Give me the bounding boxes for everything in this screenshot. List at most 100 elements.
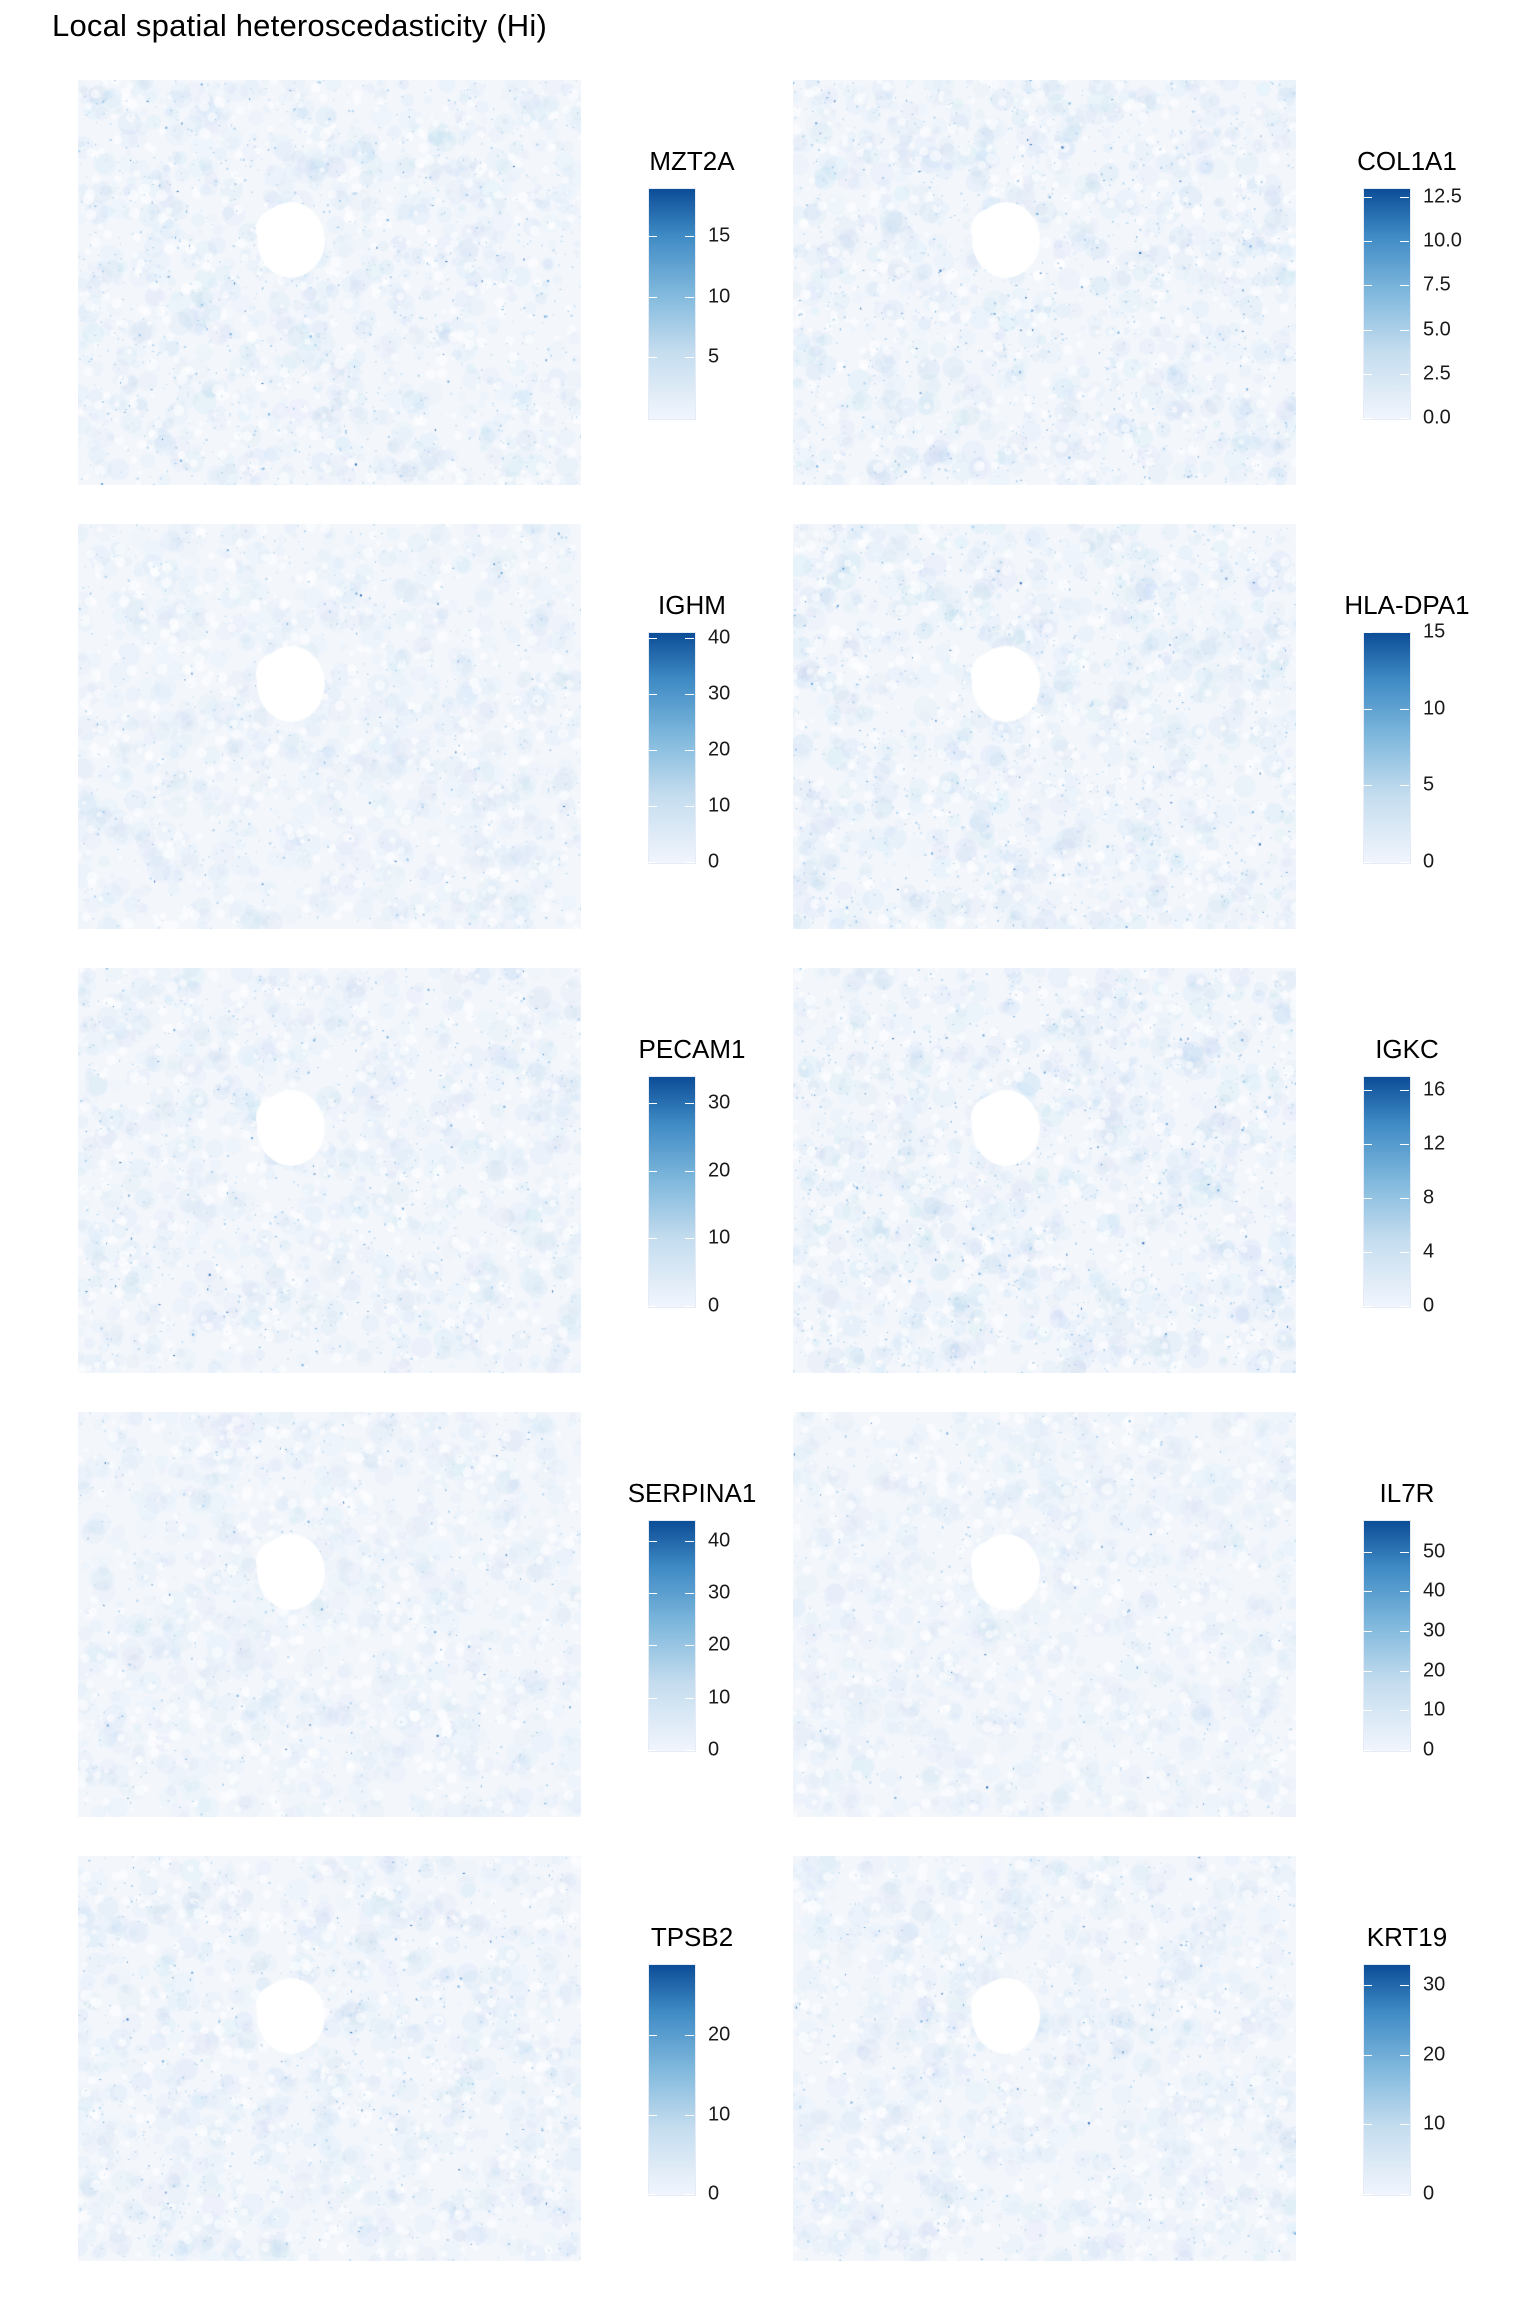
colorbar-tick	[648, 1697, 657, 1699]
colorbar-tick-label: 20	[708, 2023, 731, 2046]
colorbar-tick	[1400, 241, 1409, 243]
colorbar-tick	[1400, 1089, 1409, 1091]
colorbar-tick	[1400, 862, 1409, 863]
colorbar-tick	[648, 693, 657, 695]
colorbar-tick-label: 0	[708, 1738, 720, 1761]
colorbar-tick-label: 20	[1423, 1659, 1446, 1682]
colorbar-tick	[1363, 1143, 1372, 1145]
colorbar-tick	[1363, 1984, 1372, 1986]
colorbar-tick-label: 30	[1423, 1973, 1446, 1996]
colorbar-tick-label: 10	[708, 285, 731, 308]
colorbar	[1363, 632, 1411, 864]
colorbar-tick	[685, 862, 694, 863]
colorbar-tick	[1363, 329, 1372, 331]
colorbar-tick	[1363, 1670, 1372, 1672]
spatial-map	[78, 968, 581, 1373]
colorbar-tick	[685, 1593, 694, 1595]
colorbar-tick	[1363, 196, 1372, 198]
colorbar-tick	[685, 749, 694, 751]
colorbar-tick-label: 0	[1423, 2182, 1435, 2205]
colorbar	[1363, 1520, 1411, 1752]
spatial-map-canvas	[78, 1412, 581, 1817]
colorbar-tick-label: 5	[1423, 773, 1435, 796]
legend-title: KRT19	[1366, 1922, 1448, 1952]
colorbar-tick	[685, 2035, 694, 2037]
colorbar-tick-label: 0	[1423, 1738, 1435, 1761]
colorbar-tick	[1400, 1251, 1409, 1253]
colorbar-tick	[685, 2114, 694, 2116]
colorbar-tick-label: 10	[1423, 697, 1446, 720]
spatial-map-canvas	[78, 968, 581, 1373]
legend-title: IGKC	[1375, 1034, 1439, 1064]
colorbar-tick-label: 10	[1423, 1698, 1446, 1721]
colorbar-tick	[1363, 2054, 1372, 2056]
colorbar-tick	[685, 693, 694, 695]
colorbar-tick-label: 10	[708, 2103, 731, 2126]
colorbar-tick	[685, 1170, 694, 1172]
colorbar-tick	[1400, 1710, 1409, 1712]
legend-title: TPSB2	[650, 1922, 734, 1952]
colorbar-tick	[1363, 241, 1372, 243]
spatial-map	[78, 524, 581, 929]
colorbar-tick	[1400, 708, 1409, 710]
colorbar-tick	[1400, 373, 1409, 375]
colorbar-tick-label: 4	[1423, 1240, 1435, 1263]
colorbar-tick-label: 0	[1423, 850, 1435, 873]
colorbar	[1363, 1076, 1411, 1308]
colorbar-tick	[1400, 1143, 1409, 1145]
colorbar-tick	[1363, 1251, 1372, 1253]
colorbar-tick-label: 20	[708, 1633, 731, 1656]
colorbar-tick	[648, 1540, 657, 1542]
colorbar-tick	[648, 637, 657, 639]
page-title: Local spatial heteroscedasticity (Hi)	[52, 8, 547, 43]
colorbar	[648, 1076, 696, 1308]
legend-title: HLA-DPA1	[1344, 590, 1470, 620]
colorbar-tick-label: 30	[1423, 1619, 1446, 1642]
colorbar-tick-label: 40	[708, 1529, 731, 1552]
colorbar-tick	[1363, 1551, 1372, 1553]
colorbar-tick	[1400, 1984, 1409, 1986]
colorbar	[648, 188, 696, 420]
colorbar	[1363, 1964, 1411, 2196]
colorbar-tick-label: 7.5	[1423, 273, 1451, 296]
spatial-map-canvas	[793, 1856, 1296, 2261]
colorbar-tick	[1400, 2054, 1409, 2056]
colorbar-tick	[1363, 418, 1372, 419]
colorbar-tick	[1363, 1750, 1372, 1751]
colorbar-tick	[1400, 1197, 1409, 1199]
spatial-map	[793, 1412, 1296, 1817]
colorbar-tick-label: 0	[1423, 1294, 1435, 1317]
colorbar-tick	[648, 2114, 657, 2116]
spatial-map	[793, 968, 1296, 1373]
colorbar-tick-label: 12	[1423, 1132, 1446, 1155]
colorbar-tick-label: 16	[1423, 1078, 1446, 1101]
spatial-map-canvas	[793, 1412, 1296, 1817]
colorbar-tick-label: 30	[708, 1091, 731, 1114]
colorbar-tick	[685, 357, 694, 359]
colorbar-tick	[648, 296, 657, 298]
colorbar-tick	[1363, 2194, 1372, 2195]
colorbar-tick	[1363, 632, 1372, 633]
colorbar-tick-label: 10	[708, 794, 731, 817]
colorbar-tick	[685, 1238, 694, 1240]
colorbar	[1363, 188, 1411, 420]
colorbar-tick	[648, 1750, 657, 1751]
colorbar-tick	[1363, 862, 1372, 863]
spatial-map-canvas	[78, 80, 581, 485]
spatial-map	[793, 524, 1296, 929]
colorbar-tick-label: 5.0	[1423, 318, 1451, 341]
spatial-map	[78, 80, 581, 485]
colorbar-tick	[1400, 1306, 1409, 1307]
colorbar-tick	[1363, 1306, 1372, 1307]
colorbar-tick-label: 50	[1423, 1540, 1446, 1563]
colorbar-tick	[1363, 1591, 1372, 1593]
colorbar-tick	[685, 1103, 694, 1105]
colorbar-tick-label: 30	[708, 682, 731, 705]
spatial-map-canvas	[78, 524, 581, 929]
colorbar-tick	[648, 2194, 657, 2195]
colorbar-tick	[1363, 1710, 1372, 1712]
colorbar-tick	[1400, 1750, 1409, 1751]
colorbar-tick	[1400, 1631, 1409, 1633]
colorbar-tick	[1400, 632, 1409, 633]
colorbar-tick-label: 40	[708, 626, 731, 649]
